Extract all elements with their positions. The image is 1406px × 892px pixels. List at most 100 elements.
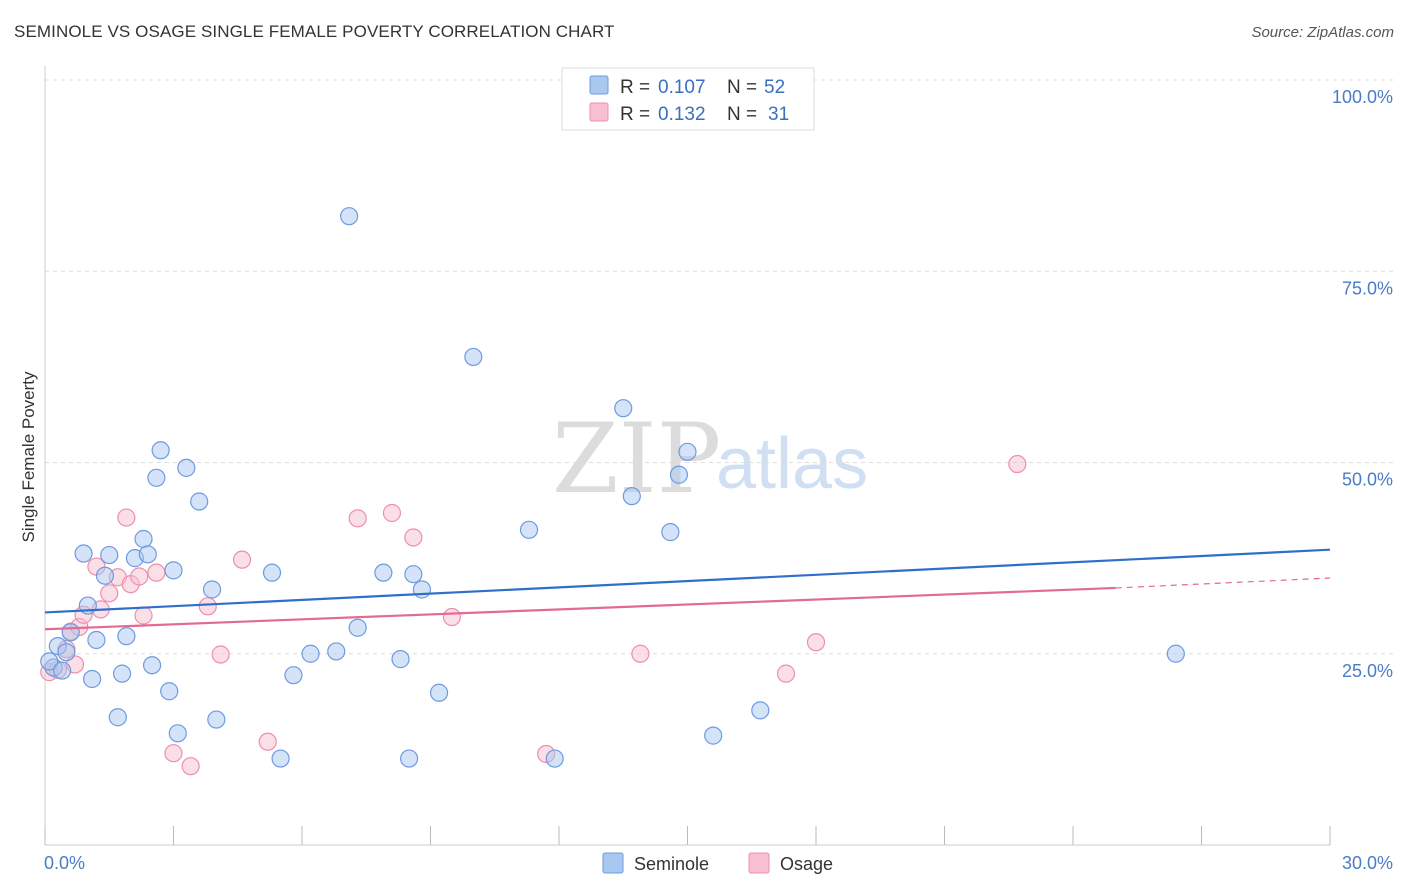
osage-point-28 <box>776 664 796 683</box>
seminole-point-15 <box>138 545 157 564</box>
y-tick-label-1: 50.0% <box>1342 470 1393 490</box>
osage-point-20 <box>232 550 252 569</box>
seminole-point-16 <box>142 656 162 675</box>
seminole-point-11 <box>112 664 132 683</box>
seminole-points <box>40 207 1185 768</box>
seminole-point-25 <box>207 710 226 729</box>
source-label: Source: ZipAtlas.com <box>1251 24 1394 41</box>
osage-point-9 <box>100 584 119 603</box>
legend-n-label-seminole: N = <box>727 77 757 98</box>
legend-swatch-osage <box>589 102 609 122</box>
axes <box>44 66 1331 846</box>
legend-swatch-seminole <box>589 75 609 95</box>
osage-point-25 <box>442 607 462 627</box>
seminole-point-32 <box>348 618 367 637</box>
seminole-point-42 <box>614 399 633 418</box>
osage-trend-extension <box>1115 577 1331 589</box>
legend-r-label-osage: R = <box>620 104 650 125</box>
osage-point-17 <box>181 757 200 776</box>
seminole-point-51 <box>53 661 72 680</box>
seminole-point-37 <box>412 580 432 599</box>
legend-n-label-osage: N = <box>727 104 757 125</box>
seminole-trend-line <box>44 548 1331 614</box>
osage-point-30 <box>1008 454 1027 474</box>
seminole-point-48 <box>751 701 770 720</box>
seminole-point-14 <box>134 529 153 549</box>
osage-point-13 <box>130 567 149 586</box>
osage-point-14 <box>134 606 153 625</box>
x-tick-label-min: 0.0% <box>44 853 85 873</box>
bottom-legend-label-osage: Osage <box>780 854 833 874</box>
bottom-legend-swatch-osage <box>748 852 770 874</box>
seminole-point-10 <box>108 708 127 727</box>
seminole-point-38 <box>429 683 449 702</box>
seminole-point-2 <box>57 643 76 662</box>
legend-n-value-osage: 31 <box>768 104 789 125</box>
seminole-point-27 <box>271 749 290 768</box>
legend-r-label-seminole: R = <box>620 77 650 98</box>
seminole-point-19 <box>160 682 179 701</box>
seminole-point-22 <box>177 458 196 477</box>
seminole-point-40 <box>519 520 539 539</box>
seminole-point-28 <box>284 666 303 685</box>
y-axis-title: Single Female Poverty <box>19 371 38 543</box>
osage-trend-line <box>44 586 1116 631</box>
osage-point-22 <box>348 509 367 528</box>
seminole-point-31 <box>340 207 359 226</box>
seminole-point-39 <box>464 347 483 367</box>
y-tick-label-2: 75.0% <box>1342 278 1393 298</box>
legend-r-value-osage: 0.132 <box>658 104 706 125</box>
seminole-point-47 <box>704 726 723 745</box>
seminole-point-50 <box>40 652 59 671</box>
osage-point-16 <box>164 744 183 763</box>
trend-lines <box>44 548 1331 631</box>
bottom-legend-swatch-seminole <box>602 852 624 874</box>
seminole-point-4 <box>74 544 93 563</box>
bottom-legend-label-seminole: Seminole <box>634 854 709 874</box>
osage-point-11 <box>117 508 136 527</box>
osage-point-21 <box>258 732 277 751</box>
seminole-point-35 <box>399 749 419 768</box>
seminole-point-45 <box>669 465 689 484</box>
seminole-point-43 <box>622 487 641 506</box>
osage-point-15 <box>147 563 166 582</box>
seminole-point-23 <box>190 492 209 511</box>
seminole-point-49 <box>1166 644 1185 663</box>
osage-point-24 <box>404 528 423 547</box>
y-tick-labels: 25.0% 50.0% 75.0% 100.0% <box>1332 87 1393 681</box>
x-tick-label-max: 30.0% <box>1342 853 1393 873</box>
seminole-point-30 <box>327 642 346 661</box>
seminole-point-36 <box>404 565 423 584</box>
y-tick-label-0: 25.0% <box>1342 661 1393 681</box>
legend: R = 0.107 N = 52 R = 0.132 N = 31 <box>561 67 815 131</box>
seminole-point-41 <box>545 749 564 768</box>
seminole-point-17 <box>147 468 166 487</box>
seminole-point-46 <box>678 442 697 461</box>
osage-point-27 <box>631 644 650 663</box>
seminole-point-7 <box>87 630 106 650</box>
seminole-point-34 <box>391 650 410 669</box>
watermark-atlas: atlas <box>716 424 868 504</box>
seminole-point-21 <box>168 724 187 743</box>
seminole-point-24 <box>202 580 222 599</box>
seminole-point-20 <box>164 561 183 580</box>
osage-points <box>40 454 1027 776</box>
chart-title: SEMINOLE VS OSAGE SINGLE FEMALE POVERTY … <box>14 22 615 41</box>
seminole-point-18 <box>151 441 170 460</box>
bottom-legend: Seminole Osage <box>602 852 833 874</box>
seminole-point-6 <box>83 669 102 689</box>
osage-point-23 <box>382 503 402 523</box>
osage-point-29 <box>806 633 826 652</box>
seminole-point-33 <box>374 563 393 582</box>
osage-point-19 <box>211 645 230 664</box>
osage-point-18 <box>198 597 217 616</box>
seminole-point-12 <box>117 627 136 646</box>
seminole-point-9 <box>100 545 119 565</box>
seminole-point-44 <box>661 523 680 542</box>
grid-lines <box>45 79 1393 655</box>
seminole-point-3 <box>61 623 80 642</box>
seminole-point-8 <box>95 566 115 585</box>
seminole-point-26 <box>262 563 282 582</box>
legend-r-value-seminole: 0.107 <box>658 77 706 98</box>
